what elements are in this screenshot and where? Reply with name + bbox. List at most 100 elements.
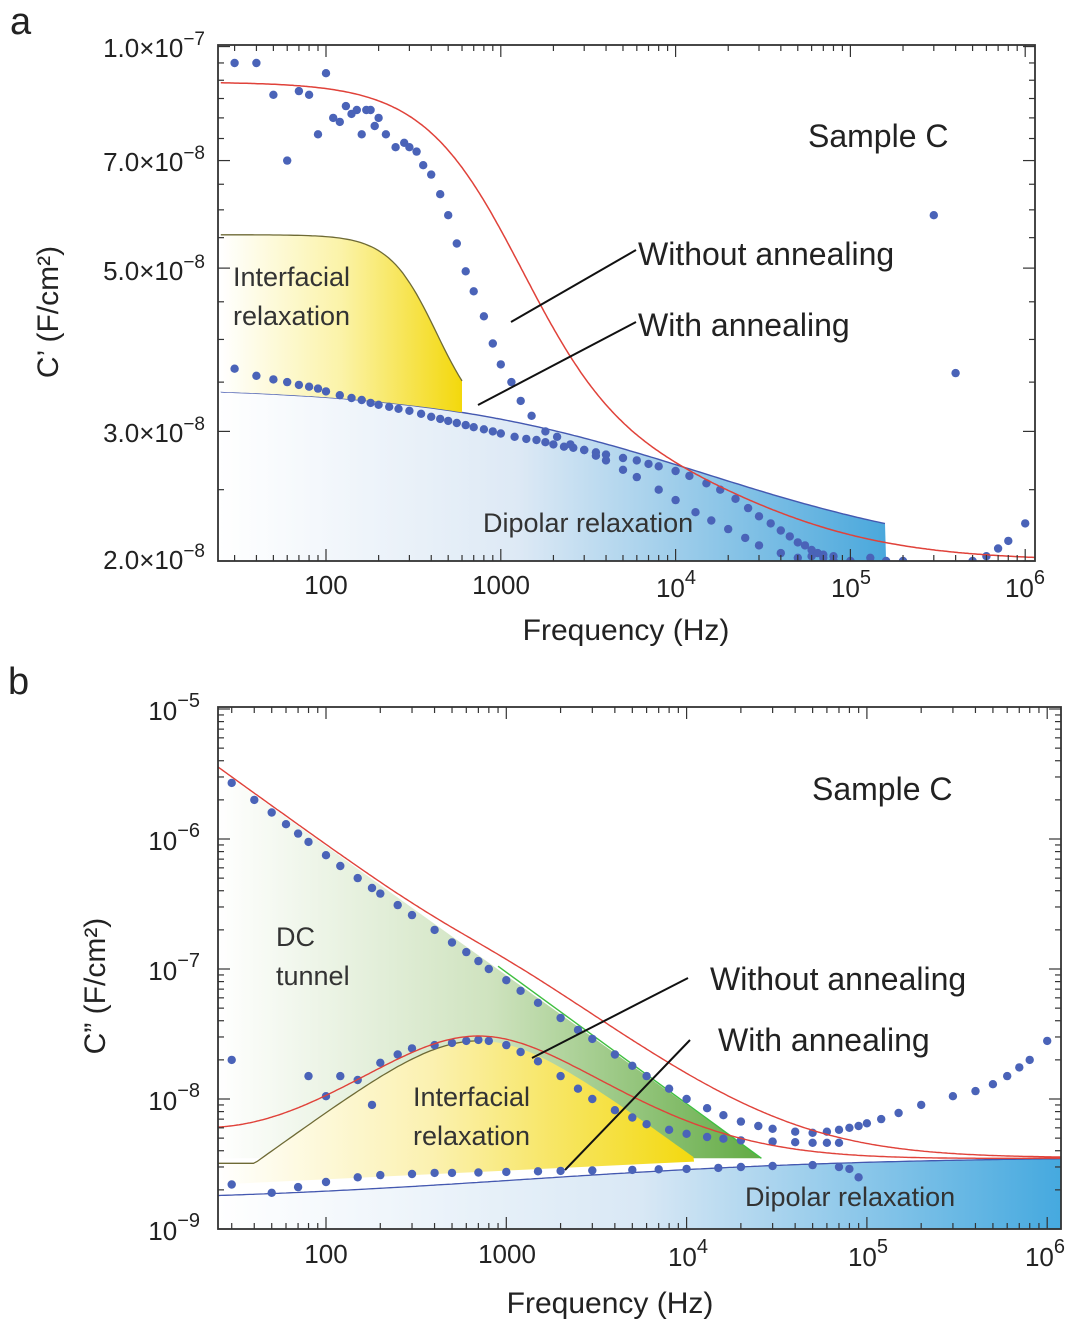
data-point-interfacial [834, 1138, 844, 1148]
panel-b-regions [218, 768, 1061, 1229]
data-point-without-annealing [1015, 1063, 1024, 1072]
panel-a-with-pointer [477, 321, 637, 406]
data-point-without-annealing [407, 910, 417, 920]
panel-b-without-pointer [531, 977, 689, 1059]
dipolar-region [218, 391, 887, 561]
data-point-without-annealing [881, 556, 891, 561]
data-point-without-annealing [866, 553, 875, 561]
panel-b-ytick-label: 10−9 [148, 1210, 200, 1246]
data-point-interfacial [768, 1137, 777, 1146]
data-point-without-annealing [736, 1117, 746, 1126]
data-point-with-annealing [743, 503, 753, 513]
data-point-with-annealing [436, 414, 445, 424]
data-point-with-annealing [269, 375, 278, 384]
panel-letter-b: b [8, 661, 29, 703]
data-point-interfacial [642, 1120, 651, 1129]
data-point-with-annealing [469, 423, 478, 432]
data-point-without-annealing [1003, 1071, 1012, 1081]
data-point-interfacial [573, 1084, 583, 1093]
data-point-without-annealing [664, 1084, 674, 1093]
data-point-without-annealing [894, 1108, 903, 1118]
data-point-with-annealing [580, 445, 589, 455]
data-point-without-annealing [479, 312, 489, 321]
data-point-without-annealing [488, 339, 497, 348]
panel-b-plot-frame [217, 706, 1062, 1230]
data-point-without-annealing [357, 130, 366, 139]
data-point-interfacial [367, 1100, 377, 1110]
panel-a-fit-curves [220, 82, 1035, 559]
panel-b-with-annealing-label: With annealing [718, 1022, 930, 1058]
data-point-with-annealing [313, 384, 323, 393]
data-point-without-annealing [391, 143, 400, 152]
data-point-without-annealing [917, 1100, 926, 1110]
data-point-with-annealing [736, 1162, 746, 1172]
panel-b-without-annealing-label: Without annealing [710, 961, 966, 997]
panel-b-interfacial-label: Interfacial [413, 1082, 530, 1112]
dc-tunnel-edge-line [497, 965, 762, 1159]
panel-a-ytick-label: 1.0×10−7 [103, 29, 205, 63]
data-point-with-annealing [488, 427, 497, 436]
data-point-without-annealing [929, 211, 938, 220]
data-point-without-annealing [469, 287, 478, 296]
data-point-with-annealing [682, 1164, 691, 1174]
panel-a-ytick-label: 2.0×10−8 [103, 541, 205, 575]
data-point-with-annealing [522, 434, 531, 444]
panel-a-xtick-label: 104 [656, 567, 696, 603]
data-point-with-annealing [766, 519, 775, 528]
data-point-without-annealing [741, 533, 750, 543]
data-point-without-annealing [381, 130, 391, 139]
data-point-without-annealing [430, 925, 439, 935]
panel-b-ytick-label: 10−5 [148, 690, 200, 726]
panel-a-xtick-label: 100 [304, 570, 347, 600]
data-point-without-annealing [294, 86, 304, 96]
panel-a-xtick-label: 105 [831, 567, 871, 603]
data-point-with-annealing [549, 440, 558, 449]
panel-a-xtick-label: 1000 [472, 570, 530, 600]
data-point-with-annealing [474, 1168, 483, 1177]
data-point-with-annealing [293, 1182, 303, 1192]
data-point-without-annealing [393, 900, 402, 910]
data-point-interfacial [822, 1138, 832, 1148]
panel-b-with-pointer [564, 1039, 691, 1171]
data-point-with-annealing [230, 364, 239, 373]
data-point-without-annealing [854, 1121, 863, 1131]
dipolar-edge-line [218, 1158, 1061, 1197]
data-point-with-annealing [654, 1165, 663, 1174]
data-point-without-annealing [313, 130, 323, 139]
data-point-without-annealing [776, 548, 785, 558]
data-point-without-annealing [412, 147, 421, 156]
data-point-without-annealing [484, 964, 493, 974]
data-point-with-annealing [731, 494, 740, 503]
data-point-with-annealing [644, 459, 653, 469]
panel-b-xtick-label: 106 [1025, 1236, 1065, 1272]
data-point-without-annealing [367, 883, 377, 893]
data-point-interfacial [474, 1035, 483, 1045]
panel-b-y-axis-title: C” (F/cm²) [79, 918, 112, 1055]
panel-a-without-pointer [510, 249, 637, 323]
data-point-without-annealing [601, 456, 611, 465]
data-point-without-annealing [370, 121, 379, 131]
data-point-without-annealing [321, 851, 331, 860]
panel-a-plot-frame [217, 44, 1036, 562]
interfacial-region [218, 1040, 695, 1185]
data-point-without-annealing [993, 544, 1003, 553]
panel-letter-a: a [10, 1, 32, 43]
data-point-with-annealing [304, 382, 314, 391]
data-point-with-annealing [776, 526, 785, 535]
data-point-without-annealing [250, 795, 259, 805]
data-point-with-annealing [588, 1166, 597, 1175]
data-point-with-annealing [569, 443, 578, 452]
panel-a-x-axis-title: Frequency (Hz) [523, 614, 730, 647]
panel-a-ytick-label: 5.0×10−8 [103, 252, 205, 286]
data-point-with-annealing [461, 420, 470, 430]
panel-b-ytick-label: 10−6 [148, 820, 200, 856]
data-point-with-annealing [385, 402, 394, 411]
data-point-without-annealing [862, 1119, 872, 1128]
data-point-without-annealing [691, 508, 700, 517]
data-point-interfacial [376, 1058, 385, 1068]
panel-b-ticks [218, 707, 1061, 1230]
data-point-interfacial [516, 1047, 525, 1057]
data-point-without-annealing [671, 495, 680, 505]
data-point-without-annealing [374, 113, 383, 123]
